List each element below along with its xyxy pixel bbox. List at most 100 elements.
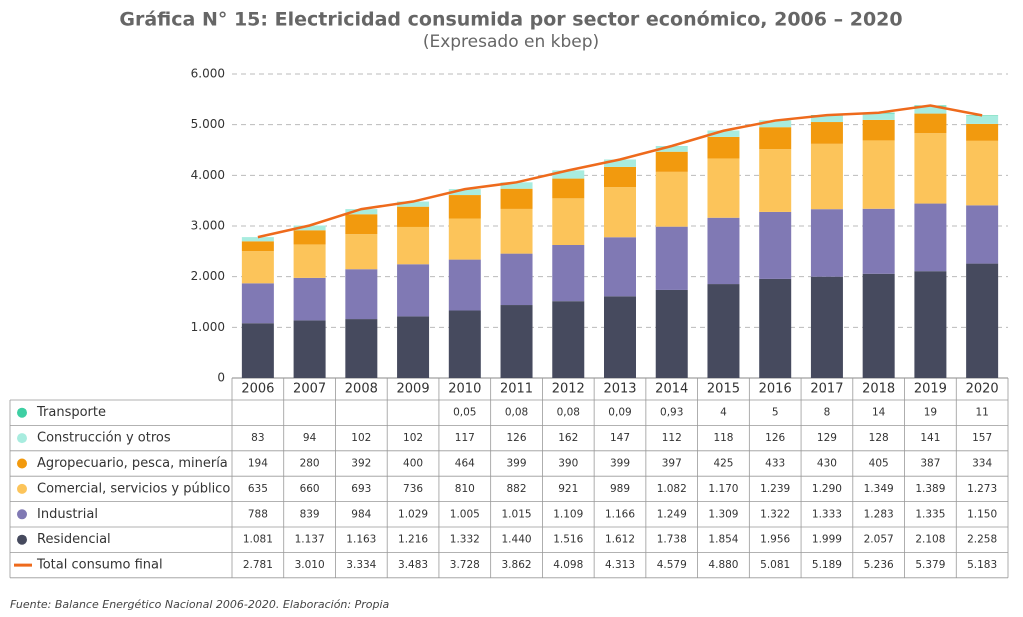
data-label: 810	[455, 483, 475, 495]
y-tick-label: 6.000	[191, 67, 225, 81]
data-label: 0,93	[660, 407, 683, 419]
legend-marker	[17, 483, 27, 494]
bar-segment	[345, 269, 378, 320]
data-label: 1.166	[605, 508, 635, 520]
bar-segment	[448, 259, 481, 311]
legend-label: Agropecuario, pesca, minería	[37, 456, 228, 471]
x-tick-label: 2012	[552, 382, 585, 397]
data-label: 19	[924, 407, 937, 419]
data-label: 425	[713, 458, 733, 470]
data-label: 0,08	[505, 407, 528, 419]
y-tick-label: 5.000	[191, 117, 225, 131]
bar-segment	[397, 226, 430, 265]
data-label: 194	[248, 458, 268, 470]
bar-segment	[759, 278, 792, 378]
bar-segment	[293, 244, 326, 278]
bar-segment	[448, 310, 481, 378]
data-label: 839	[300, 508, 320, 520]
bar-segment	[810, 276, 843, 378]
bar-segment	[241, 283, 274, 324]
data-label: 405	[869, 458, 889, 470]
bar-segment	[759, 127, 792, 150]
bar-segment	[966, 115, 999, 124]
data-label: 1.015	[502, 508, 532, 520]
x-tick-label: 2011	[500, 382, 533, 397]
data-label: 1.150	[967, 508, 997, 520]
data-label: 1.005	[450, 508, 480, 520]
x-tick-label: 2009	[397, 382, 430, 397]
bar-segment	[397, 201, 430, 207]
data-label: 1.322	[760, 508, 790, 520]
y-tick-label: 3.000	[191, 219, 225, 233]
data-label: 129	[817, 432, 837, 444]
bar-segment	[241, 241, 274, 252]
data-label: 126	[765, 432, 785, 444]
bar-segment	[293, 277, 326, 321]
bar-segment	[966, 123, 999, 141]
data-label: 14	[872, 407, 886, 419]
data-label: 2.781	[243, 559, 273, 571]
data-label: 1.309	[708, 508, 738, 520]
legend-marker	[17, 509, 27, 520]
data-label: 5.379	[915, 559, 945, 571]
data-label: 3.483	[398, 559, 428, 571]
data-label: 1.349	[864, 483, 894, 495]
bar-segment	[448, 189, 481, 196]
data-label: 0,05	[453, 407, 476, 419]
data-label: 984	[351, 508, 371, 520]
data-label: 464	[455, 458, 475, 470]
data-label: 118	[713, 432, 733, 444]
legend-label: Total consumo final	[36, 558, 163, 573]
bar-segment	[448, 218, 481, 260]
data-label: 2.108	[915, 534, 945, 546]
x-tick-label: 2007	[293, 382, 326, 397]
data-label: 3.334	[346, 559, 376, 571]
bar-segment	[707, 284, 740, 378]
x-tick-label: 2018	[862, 382, 895, 397]
data-label: 1.332	[450, 534, 480, 546]
x-tick-label: 2020	[966, 382, 999, 397]
data-label: 94	[303, 432, 317, 444]
x-tick-label: 2008	[345, 382, 378, 397]
legend-label: Residencial	[37, 532, 111, 547]
legend-label: Construcción y otros	[37, 431, 171, 446]
legend-label: Transporte	[36, 405, 106, 420]
bar-segment	[810, 143, 843, 210]
data-label: 4.098	[553, 559, 583, 571]
bar-segment	[293, 225, 326, 231]
data-label: 882	[507, 483, 527, 495]
bar-segment	[552, 245, 585, 302]
x-tick-label: 2019	[914, 382, 947, 397]
bar-segment	[655, 226, 688, 290]
data-label: 1.249	[657, 508, 687, 520]
bar-segment	[707, 217, 740, 285]
bar-segment	[552, 170, 585, 179]
data-label: 1.283	[864, 508, 894, 520]
data-label: 0,08	[557, 407, 580, 419]
y-tick-label: 0	[217, 371, 225, 385]
data-label: 736	[403, 483, 423, 495]
bar-segment	[293, 320, 326, 378]
data-label: 392	[351, 458, 371, 470]
data-label: 1.612	[605, 534, 635, 546]
chart-title: Gráfica N° 15: Electricidad consumida po…	[119, 9, 902, 31]
data-label: 8	[824, 407, 831, 419]
bar-segment	[810, 209, 843, 277]
bar-segment	[397, 264, 430, 317]
bar-segment	[397, 206, 430, 227]
data-label: 921	[558, 483, 578, 495]
bar-segment	[759, 149, 792, 212]
source-note: Fuente: Balance Energético Nacional 2006…	[10, 598, 390, 611]
x-tick-label: 2017	[810, 382, 843, 397]
data-label: 2.057	[864, 534, 894, 546]
data-label: 147	[610, 432, 630, 444]
bar-segment	[707, 136, 740, 159]
bar-segment	[966, 263, 999, 378]
bar-segment	[241, 251, 274, 284]
data-label: 5.081	[760, 559, 790, 571]
data-label: 102	[351, 432, 371, 444]
data-label: 3.862	[502, 559, 532, 571]
bar-segment	[345, 319, 378, 378]
legend-label: Comercial, servicios y público	[37, 481, 230, 496]
bar-segment	[966, 205, 999, 264]
